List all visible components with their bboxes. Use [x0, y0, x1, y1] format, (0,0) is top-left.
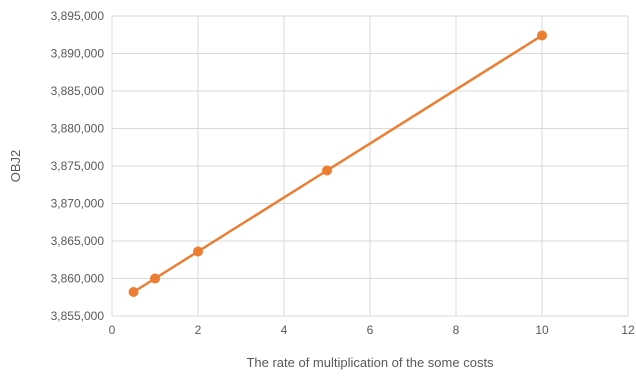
x-tick-label: 2: [195, 323, 202, 337]
data-point: [150, 273, 160, 284]
x-tick-label: 12: [621, 323, 635, 337]
data-point: [193, 246, 203, 257]
y-tick-label: 3,875,000: [51, 159, 105, 173]
y-tick-label: 3,855,000: [51, 309, 105, 323]
data-point: [322, 165, 332, 176]
x-tick-label: 8: [453, 323, 460, 337]
x-tick-label: 4: [281, 323, 288, 337]
x-axis-title: The rate of multiplication of the some c…: [246, 355, 494, 370]
y-tick-label: 3,865,000: [51, 234, 105, 248]
y-tick-label: 3,890,000: [51, 47, 105, 61]
x-axis-tick-labels: 0 2 4 6 8 10 12: [109, 323, 635, 337]
series-layer: [128, 30, 547, 297]
y-tick-label: 3,860,000: [51, 272, 105, 286]
y-axis-title: OBJ2: [8, 150, 23, 183]
y-axis-tick-labels: 3,855,000 3,860,000 3,865,000 3,870,000 3,87…: [51, 9, 105, 323]
y-tick-label: 3,870,000: [51, 197, 105, 211]
x-tick-label: 6: [367, 323, 374, 337]
y-tick-label: 3,885,000: [51, 84, 105, 98]
y-tick-label: 3,880,000: [51, 122, 105, 136]
x-tick-label: 10: [535, 323, 549, 337]
data-point: [537, 30, 547, 41]
y-tick-label: 3,895,000: [51, 9, 105, 23]
x-tick-label: 0: [109, 323, 116, 337]
horizontal-gridlines: [112, 15, 628, 317]
data-point: [128, 287, 139, 297]
